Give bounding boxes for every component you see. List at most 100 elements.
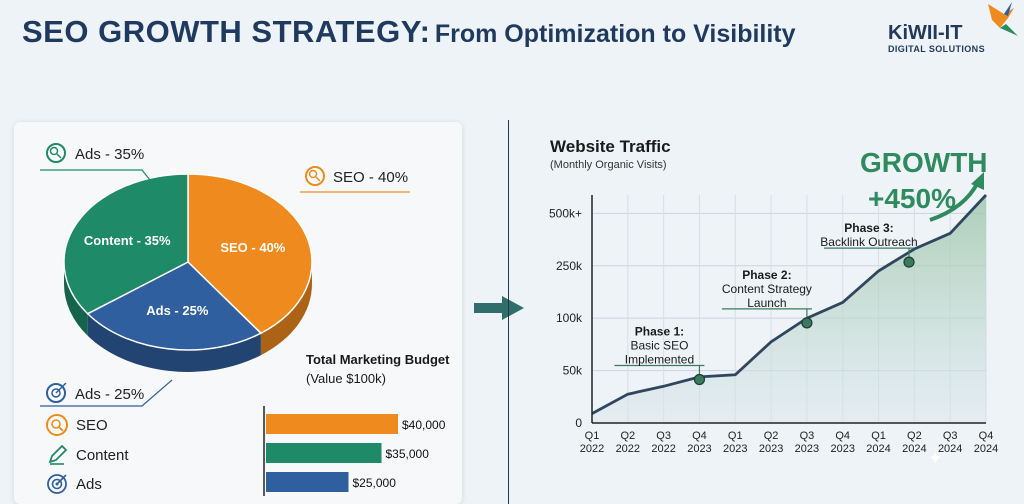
milestone-text: Launch <box>747 296 786 310</box>
traffic-area <box>592 195 986 423</box>
x-tick-year: 2022 <box>616 443 640 455</box>
x-tick-year: 2023 <box>723 443 747 455</box>
pie-slice-content <box>63 173 189 315</box>
x-tick-year: 2024 <box>938 443 962 455</box>
x-tick-year: 2023 <box>687 443 711 455</box>
bar-value-content: $35,000 <box>386 447 430 461</box>
x-tick-year: 2022 <box>580 443 604 455</box>
x-tick-year: 2023 <box>830 443 854 455</box>
brand-name: KiWII-IT <box>888 22 963 44</box>
x-tick-quarter: Q3 <box>656 430 671 442</box>
magnifier-icon <box>46 414 68 436</box>
callout-ads-35: Ads - 35% <box>40 143 151 181</box>
pie-labels: SEO - 40% Ads - 25% Content - 35% <box>84 233 286 318</box>
y-tick-label: 250k <box>556 259 583 273</box>
bar-chart-title: Total Marketing Budget <box>306 352 450 367</box>
x-tick-quarter: Q1 <box>728 430 743 442</box>
callout-ads-35-text: Ads - 35% <box>75 146 144 163</box>
sparkle-icon: ✦ <box>928 448 944 468</box>
x-tick-year: 2022 <box>651 443 675 455</box>
traffic-title: Website Traffic <box>550 137 671 156</box>
bar-value-ads: $25,000 <box>353 476 397 490</box>
hummingbird-logo-icon <box>988 2 1018 36</box>
x-tick-year: 2024 <box>974 443 998 455</box>
milestone-text: Implemented <box>625 352 694 366</box>
x-tick-quarter: Q3 <box>943 430 958 442</box>
x-tick-quarter: Q3 <box>800 430 815 442</box>
x-tick-year: 2023 <box>795 443 819 455</box>
x-tick-quarter: Q4 <box>835 430 850 442</box>
title-sub: From Optimization to Visibility <box>434 20 796 48</box>
traffic-area-chart: Website Traffic (Monthly Organic Visits)… <box>549 137 998 455</box>
bar-chart-subtitle: (Value $100k) <box>306 371 386 386</box>
legend-item-content: Content <box>46 444 129 466</box>
brand-tagline: DIGITAL SOLUTIONS <box>888 44 985 54</box>
bar-ads <box>266 472 349 492</box>
pie-depth <box>64 262 312 372</box>
pie-label-seo: SEO - 40% <box>220 240 285 255</box>
budget-pie-chart: SEO - 40% Ads - 25% Content - 35% Ads - 35… <box>40 143 410 407</box>
legend-item-seo: SEO <box>46 414 108 436</box>
traffic-x-ticks: Q12022Q22022Q32022Q42023Q12023Q22023Q320… <box>580 430 998 455</box>
target-icon <box>47 474 67 494</box>
x-tick-quarter: Q1 <box>871 430 886 442</box>
milestone-marker <box>801 317 813 329</box>
milestone-title: Phase 3: <box>844 221 893 235</box>
pie-label-ads: Ads - 25% <box>146 303 209 318</box>
title-main: SEO GROWTH STRATEGY: <box>22 14 431 49</box>
callout-ads-25: Ads - 25% <box>40 379 173 407</box>
callout-seo-40: SEO - 40% <box>300 166 410 193</box>
traffic-subtitle: (Monthly Organic Visits) <box>550 159 667 171</box>
legend-label-ads: Ads <box>76 475 102 493</box>
milestone-marker <box>903 256 915 268</box>
traffic-y-ticks: 0 50k 100k 250k 500k+ <box>549 206 583 430</box>
x-tick-year: 2023 <box>759 443 783 455</box>
pie-side-content <box>64 262 88 336</box>
milestone-text: Basic SEO <box>630 338 688 352</box>
x-tick-year: 2024 <box>902 443 926 455</box>
milestone-marker <box>693 373 706 386</box>
panel-divider <box>508 120 509 504</box>
pie-slices <box>63 173 313 351</box>
x-tick-quarter: Q2 <box>620 430 635 442</box>
legend-item-ads: Ads <box>46 473 102 495</box>
traffic-line <box>591 194 988 415</box>
x-tick-quarter: Q2 <box>907 430 922 442</box>
bar-content <box>266 443 382 463</box>
y-tick-label: 100k <box>556 311 583 325</box>
budget-bar-chart: Total Marketing Budget (Value $100k) $40… <box>263 352 450 496</box>
x-tick-quarter: Q1 <box>585 430 600 442</box>
bar-seo <box>266 414 398 434</box>
bar-group: $40,000 $35,000 $25,000 <box>266 414 446 492</box>
y-tick-label: 0 <box>575 416 582 430</box>
pie-slice-seo <box>187 173 313 335</box>
legend-label-seo: SEO <box>76 416 108 434</box>
growth-arrow <box>929 181 980 222</box>
milestone-text: Backlink Outreach <box>820 235 917 249</box>
milestone-text: Content Strategy <box>722 282 812 296</box>
growth-arrowhead <box>971 172 984 190</box>
x-tick-quarter: Q4 <box>692 430 707 442</box>
flow-arrow-icon <box>474 296 524 320</box>
callout-seo-40-text: SEO - 40% <box>333 169 408 186</box>
growth-value: +450% <box>868 183 956 214</box>
x-tick-year: 2024 <box>866 443 890 455</box>
x-tick-quarter: Q4 <box>979 430 994 442</box>
pie-slice-ads <box>86 261 263 351</box>
y-tick-label: 500k+ <box>549 206 582 220</box>
legend-label-content: Content <box>76 446 129 464</box>
brand-logo: KiWII-IT DIGITAL SOLUTIONS <box>888 22 985 54</box>
growth-label: GROWTH <box>860 147 988 178</box>
callout-ads-25-text: Ads - 25% <box>75 386 144 403</box>
bar-value-seo: $40,000 <box>402 418 446 432</box>
pie-label-content: Content - 35% <box>84 233 171 248</box>
milestone-title: Phase 1: <box>635 324 684 338</box>
y-tick-label: 50k <box>563 364 583 378</box>
pie-side-seo <box>260 262 312 356</box>
page-title: SEO GROWTH STRATEGY: From Optimization t… <box>22 14 796 50</box>
x-tick-quarter: Q2 <box>764 430 779 442</box>
pencil-icon <box>48 444 68 465</box>
milestone-title: Phase 2: <box>742 268 791 282</box>
pie-side-ads <box>87 313 261 372</box>
